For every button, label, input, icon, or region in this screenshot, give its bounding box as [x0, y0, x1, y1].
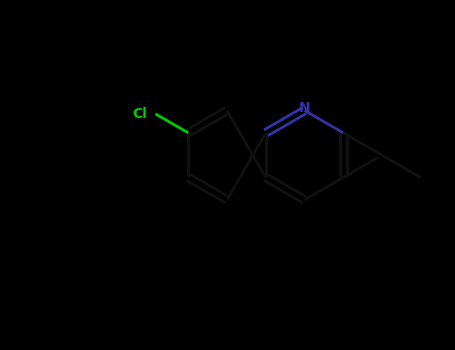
Text: N: N [299, 100, 310, 114]
Text: Cl: Cl [132, 107, 147, 121]
